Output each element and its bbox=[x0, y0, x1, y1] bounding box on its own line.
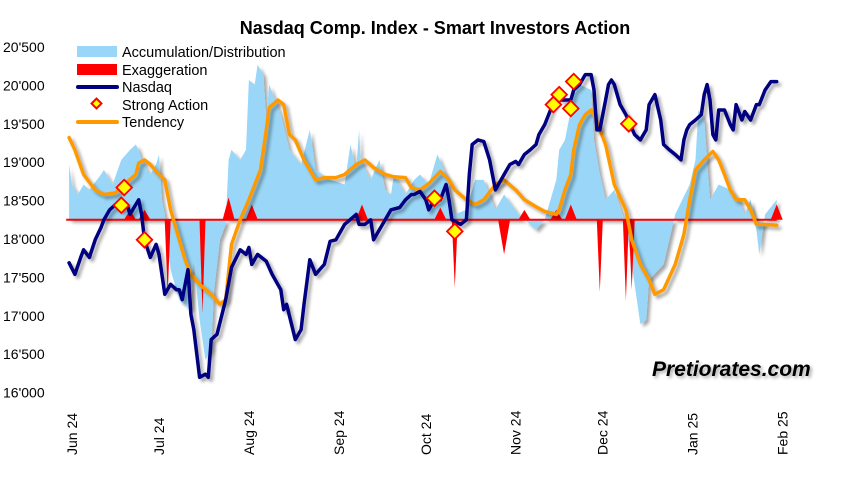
exaggeration-spike bbox=[498, 219, 511, 255]
strong-action-marker bbox=[425, 189, 444, 208]
y-tick-label: 16'000 bbox=[3, 385, 45, 401]
legend-label-strong-action: Strong Action bbox=[122, 98, 208, 114]
x-tick-label: Aug 24 bbox=[241, 410, 257, 455]
exaggeration-spike bbox=[245, 204, 258, 220]
strong-action-marker bbox=[135, 230, 154, 249]
exaggeration-spike bbox=[770, 204, 783, 220]
x-tick-label: Oct 24 bbox=[418, 414, 434, 455]
strong-action-marker bbox=[561, 99, 580, 118]
y-tick-label: 16'500 bbox=[3, 346, 45, 362]
legend-label-accumulation: Accumulation/Distribution bbox=[122, 45, 286, 61]
y-tick-label: 20'000 bbox=[3, 77, 45, 93]
y-tick-label: 19'500 bbox=[3, 116, 45, 132]
legend-swatch-accumulation bbox=[77, 46, 117, 57]
exaggeration-spike bbox=[596, 219, 603, 293]
exaggeration-spike bbox=[222, 197, 235, 220]
x-axis: Jun 24 Jul 24 Aug 24 Sep 24 Oct 24 Nov 24 Dec … bbox=[64, 410, 791, 455]
y-tick-label: 17'500 bbox=[3, 269, 45, 285]
x-tick-label: Jan 25 bbox=[685, 413, 701, 455]
y-tick-label: 18'500 bbox=[3, 193, 45, 209]
legend-label-nasdaq: Nasdaq bbox=[122, 80, 172, 96]
x-tick-label: Dec 24 bbox=[595, 410, 611, 455]
x-tick-label: Nov 24 bbox=[508, 410, 524, 455]
strong-action-marker bbox=[112, 196, 131, 215]
strong-action-marker bbox=[550, 85, 569, 104]
exaggeration-spike bbox=[199, 219, 206, 314]
legend-swatch-strong-action bbox=[90, 97, 103, 110]
x-tick-label: Jul 24 bbox=[151, 417, 167, 455]
tendency-line bbox=[67, 98, 779, 307]
watermark: Pretiorates.com bbox=[652, 358, 811, 381]
y-axis: 20'500 20'000 19'500 19'000 18'500 18'000 17'5… bbox=[3, 39, 45, 401]
y-tick-label: 19'000 bbox=[3, 154, 45, 170]
exaggeration-spike bbox=[164, 219, 171, 294]
y-tick-label: 18'000 bbox=[3, 231, 45, 247]
y-tick-label: 20'500 bbox=[3, 39, 45, 55]
x-tick-label: Feb 25 bbox=[775, 411, 791, 455]
chart-title: Nasdaq Comp. Index - Smart Investors Act… bbox=[240, 18, 630, 38]
strong-action-marker bbox=[115, 178, 134, 197]
exaggeration-spike bbox=[518, 209, 531, 220]
exaggeration-spike bbox=[564, 204, 577, 220]
exaggeration-spike bbox=[434, 207, 447, 220]
exaggeration-spike bbox=[622, 219, 629, 301]
plot-area bbox=[66, 64, 783, 380]
strong-action-marker bbox=[445, 222, 464, 241]
strong-action-marker bbox=[619, 114, 638, 133]
legend-label-tendency: Tendency bbox=[122, 115, 185, 131]
strong-action-marker bbox=[564, 72, 583, 91]
exaggeration-spike bbox=[356, 204, 368, 220]
accumulation-area bbox=[69, 64, 777, 360]
y-tick-label: 17'000 bbox=[3, 308, 45, 324]
legend: Accumulation/Distribution Exaggeration N… bbox=[76, 45, 286, 131]
x-tick-label: Jun 24 bbox=[64, 413, 80, 455]
x-tick-label: Sep 24 bbox=[331, 410, 347, 455]
legend-swatch-exaggeration bbox=[77, 64, 117, 75]
legend-label-exaggeration: Exaggeration bbox=[122, 63, 207, 79]
nasdaq-line bbox=[67, 72, 779, 380]
